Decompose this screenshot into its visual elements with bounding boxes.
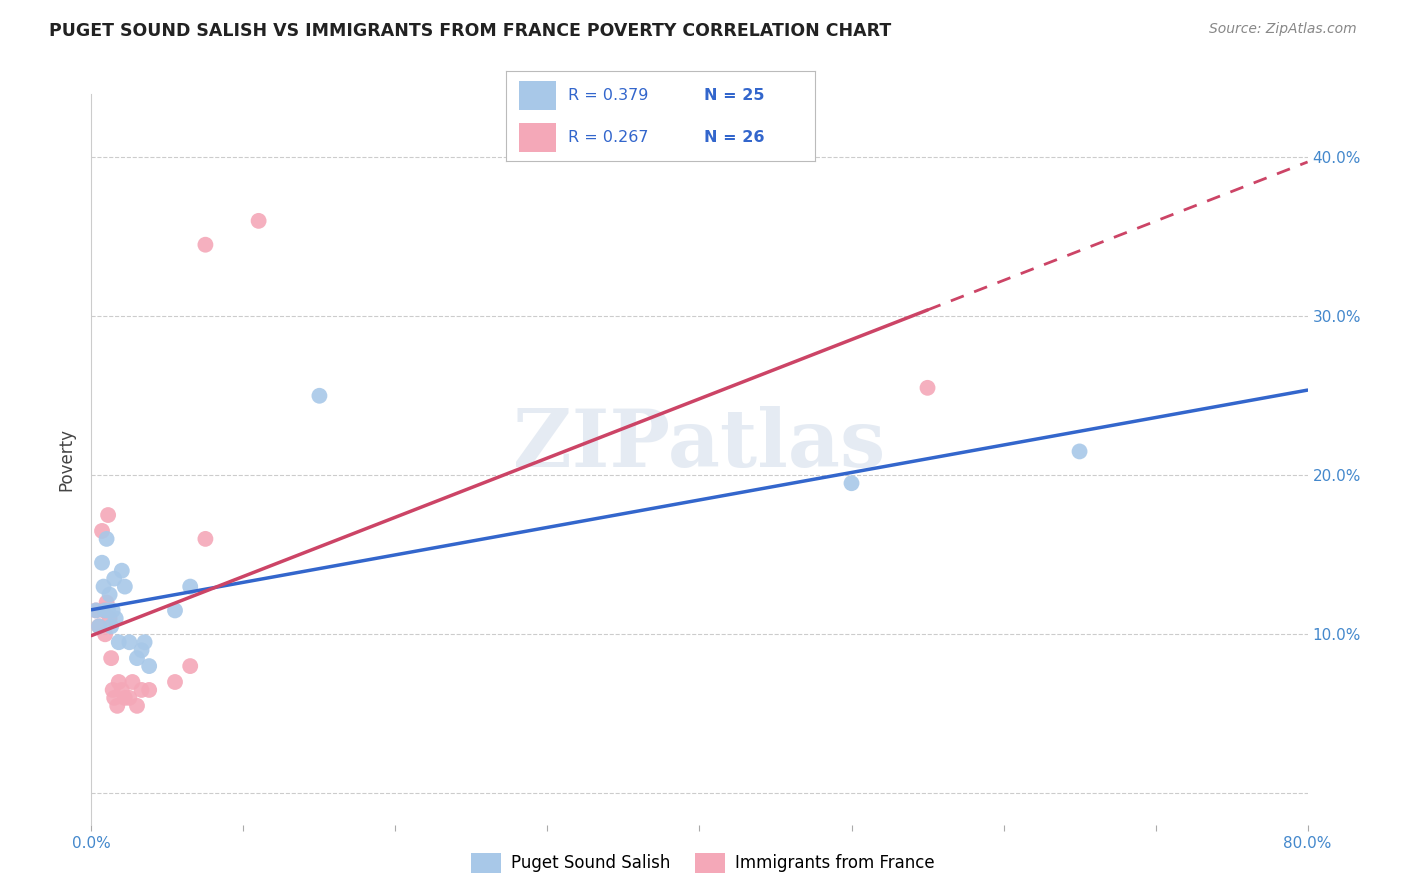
- Point: [121, 675, 143, 690]
- Point: [163, 675, 186, 690]
- Point: [96, 532, 118, 546]
- Point: [114, 580, 136, 594]
- Point: [125, 698, 148, 713]
- FancyBboxPatch shape: [519, 123, 555, 152]
- Point: [97, 508, 120, 522]
- Text: N = 26: N = 26: [704, 130, 765, 145]
- FancyBboxPatch shape: [519, 81, 555, 110]
- Point: [91, 524, 114, 538]
- Point: [100, 619, 122, 633]
- Point: [98, 611, 121, 625]
- Text: R = 0.379: R = 0.379: [568, 88, 648, 103]
- Point: [1069, 444, 1091, 458]
- Point: [131, 643, 153, 657]
- Point: [308, 389, 330, 403]
- Point: [103, 572, 125, 586]
- Point: [138, 682, 160, 697]
- Text: PUGET SOUND SALISH VS IMMIGRANTS FROM FRANCE POVERTY CORRELATION CHART: PUGET SOUND SALISH VS IMMIGRANTS FROM FR…: [49, 22, 891, 40]
- Y-axis label: Poverty: Poverty: [58, 428, 76, 491]
- Point: [94, 627, 117, 641]
- Point: [94, 603, 117, 617]
- Point: [91, 556, 114, 570]
- Point: [101, 603, 124, 617]
- Point: [125, 651, 148, 665]
- Point: [138, 659, 160, 673]
- Point: [105, 698, 128, 713]
- Point: [841, 476, 863, 491]
- Point: [118, 690, 141, 705]
- Point: [103, 690, 125, 705]
- Point: [96, 595, 118, 609]
- Point: [194, 532, 217, 546]
- Text: R = 0.267: R = 0.267: [568, 130, 648, 145]
- Legend: Puget Sound Salish, Immigrants from France: Puget Sound Salish, Immigrants from Fran…: [464, 847, 942, 880]
- Point: [917, 381, 939, 395]
- Point: [87, 619, 110, 633]
- Point: [100, 651, 122, 665]
- Text: N = 25: N = 25: [704, 88, 765, 103]
- Point: [114, 690, 136, 705]
- Point: [97, 603, 120, 617]
- Point: [101, 682, 124, 697]
- Point: [93, 580, 115, 594]
- Point: [84, 603, 107, 617]
- Text: ZIPatlas: ZIPatlas: [513, 406, 886, 483]
- Point: [107, 675, 129, 690]
- Point: [118, 635, 141, 649]
- Point: [107, 635, 129, 649]
- Text: Source: ZipAtlas.com: Source: ZipAtlas.com: [1209, 22, 1357, 37]
- Point: [163, 603, 186, 617]
- Point: [247, 214, 270, 228]
- Point: [179, 659, 201, 673]
- Point: [111, 564, 134, 578]
- Point: [134, 635, 156, 649]
- Point: [93, 603, 115, 617]
- Point: [84, 603, 107, 617]
- Point: [131, 682, 153, 697]
- Point: [87, 619, 110, 633]
- Point: [194, 237, 217, 252]
- Point: [104, 611, 127, 625]
- Point: [179, 580, 201, 594]
- Point: [111, 682, 134, 697]
- Point: [98, 588, 121, 602]
